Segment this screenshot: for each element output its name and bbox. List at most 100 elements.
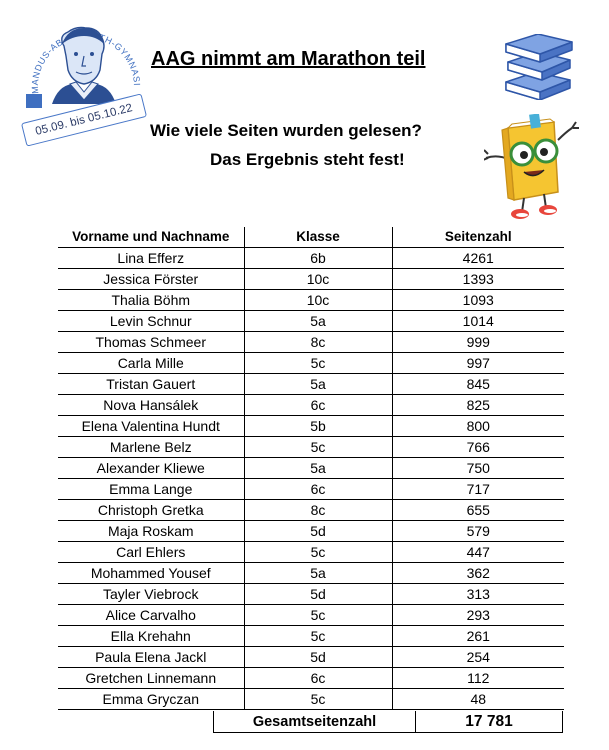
table-row: Maja Roskam 5d 579 xyxy=(58,520,564,542)
table-row: Ella Krehahn 5c 261 xyxy=(58,625,564,647)
student-name: Alice Carvalho xyxy=(58,604,244,626)
table-header-row: Vorname und Nachname Klasse Seitenzahl xyxy=(58,227,564,248)
student-name: Carl Ehlers xyxy=(58,541,244,563)
student-class: 5c xyxy=(243,688,392,710)
student-class: 10c xyxy=(243,289,392,311)
table-row: Tristan Gauert 5a 845 xyxy=(58,373,564,395)
student-name: Gretchen Linnemann xyxy=(58,667,244,689)
student-class: 8c xyxy=(243,499,392,521)
book-stack-icon xyxy=(505,34,573,100)
student-name: Emma Gryczan xyxy=(58,688,244,710)
page-count: 997 xyxy=(391,352,564,374)
student-class: 5d xyxy=(243,646,392,668)
table-row: Marlene Belz 5c 766 xyxy=(58,436,564,458)
table-row: Carl Ehlers 5c 447 xyxy=(58,541,564,563)
table-row: Gretchen Linnemann 6c 112 xyxy=(58,667,564,689)
student-class: 6b xyxy=(243,247,392,269)
results-table: Vorname und Nachname Klasse Seitenzahl L… xyxy=(58,227,564,710)
page-count: 447 xyxy=(391,541,564,563)
table-row: Elena Valentina Hundt 5b 800 xyxy=(58,415,564,437)
page-count: 362 xyxy=(391,562,564,584)
student-class: 6c xyxy=(243,394,392,416)
table-row: Thomas Schmeer 8c 999 xyxy=(58,331,564,353)
total-label: Gesamtseitenzahl xyxy=(214,711,416,732)
page-count: 800 xyxy=(391,415,564,437)
table-row: Christoph Gretka 8c 655 xyxy=(58,499,564,521)
student-class: 8c xyxy=(243,331,392,353)
column-header-name: Vorname und Nachname xyxy=(58,227,244,248)
page-count: 579 xyxy=(391,520,564,542)
question-heading: Wie viele Seiten wurden gelesen? xyxy=(150,121,422,140)
page-count: 293 xyxy=(391,604,564,626)
page-count: 766 xyxy=(391,436,564,458)
student-name: Paula Elena Jackl xyxy=(58,646,244,668)
page-count: 112 xyxy=(391,667,564,689)
student-class: 5c xyxy=(243,436,392,458)
student-class: 5c xyxy=(243,352,392,374)
student-name: Emma Lange xyxy=(58,478,244,500)
table-row: Carla Mille 5c 997 xyxy=(58,352,564,374)
student-class: 5d xyxy=(243,583,392,605)
table-row: Tayler Viebrock 5d 313 xyxy=(58,583,564,605)
student-class: 6c xyxy=(243,478,392,500)
student-name: Thalia Böhm xyxy=(58,289,244,311)
student-class: 5a xyxy=(243,562,392,584)
table-row: Nova Hansálek 6c 825 xyxy=(58,394,564,416)
student-class: 6c xyxy=(243,667,392,689)
student-class: 10c xyxy=(243,268,392,290)
page-count: 261 xyxy=(391,625,564,647)
student-name: Lina Efferz xyxy=(58,247,244,269)
student-name: Jessica Förster xyxy=(58,268,244,290)
page-count: 717 xyxy=(391,478,564,500)
total-row: Gesamtseitenzahl 17 781 xyxy=(213,711,563,733)
student-name: Elena Valentina Hundt xyxy=(58,415,244,437)
page-count: 1093 xyxy=(391,289,564,311)
page-count: 4261 xyxy=(391,247,564,269)
page-count: 845 xyxy=(391,373,564,395)
student-name: Mohammed Yousef xyxy=(58,562,244,584)
table-row: Paula Elena Jackl 5d 254 xyxy=(58,646,564,668)
student-class: 5a xyxy=(243,457,392,479)
student-name: Marlene Belz xyxy=(58,436,244,458)
page-count: 1014 xyxy=(391,310,564,332)
student-class: 5c xyxy=(243,541,392,563)
page-count: 655 xyxy=(391,499,564,521)
table-row: Lina Efferz 6b 4261 xyxy=(58,247,564,269)
page-title: AAG nimmt am Marathon teil xyxy=(151,48,426,70)
student-name: Carla Mille xyxy=(58,352,244,374)
table-row: Emma Gryczan 5c 48 xyxy=(58,688,564,710)
student-name: Ella Krehahn xyxy=(58,625,244,647)
table-row: Emma Lange 6c 717 xyxy=(58,478,564,500)
table-row: Mohammed Yousef 5a 362 xyxy=(58,562,564,584)
student-name: Nova Hansálek xyxy=(58,394,244,416)
page-count: 999 xyxy=(391,331,564,353)
page-count: 254 xyxy=(391,646,564,668)
page-count: 750 xyxy=(391,457,564,479)
student-class: 5c xyxy=(243,625,392,647)
total-value: 17 781 xyxy=(465,712,513,730)
student-name: Tristan Gauert xyxy=(58,373,244,395)
page-count: 313 xyxy=(391,583,564,605)
column-header-pages: Seitenzahl xyxy=(391,227,564,248)
student-name: Tayler Viebrock xyxy=(58,583,244,605)
page-count: 1393 xyxy=(391,268,564,290)
student-class: 5d xyxy=(243,520,392,542)
student-class: 5c xyxy=(243,604,392,626)
student-class: 5a xyxy=(243,373,392,395)
column-header-class: Klasse xyxy=(243,227,392,248)
student-name: Maja Roskam xyxy=(58,520,244,542)
book-mascot-icon xyxy=(484,114,579,219)
page-count: 825 xyxy=(391,394,564,416)
table-row: Alexander Kliewe 5a 750 xyxy=(58,457,564,479)
student-class: 5a xyxy=(243,310,392,332)
page-count: 48 xyxy=(391,688,564,710)
table-row: Levin Schnur 5a 1014 xyxy=(58,310,564,332)
school-logo-icon: AMANDUS-ABENDROTH-GYMNASIUM xyxy=(12,8,141,108)
result-heading: Das Ergebnis steht fest! xyxy=(210,150,405,169)
table-row: Jessica Förster 10c 1393 xyxy=(58,268,564,290)
table-row: Thalia Böhm 10c 1093 xyxy=(58,289,564,311)
table-row: Alice Carvalho 5c 293 xyxy=(58,604,564,626)
student-name: Levin Schnur xyxy=(58,310,244,332)
student-class: 5b xyxy=(243,415,392,437)
student-name: Alexander Kliewe xyxy=(58,457,244,479)
